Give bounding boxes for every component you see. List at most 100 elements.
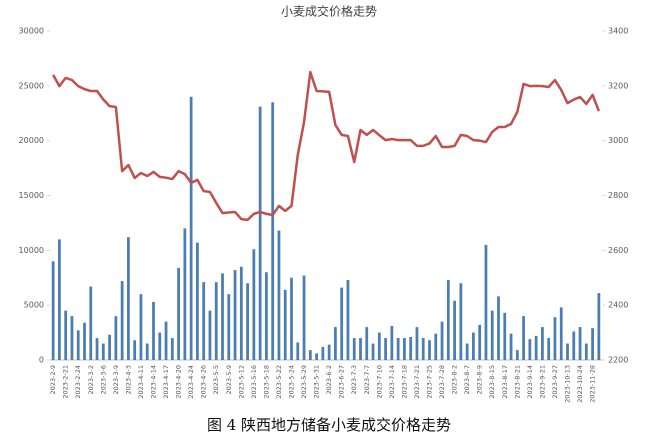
y-tick-label: 20000 [19, 136, 44, 145]
x-tick-label: 2023-5-31 [313, 365, 321, 399]
bar [51, 261, 55, 360]
x-tick-label: 2023-9-21 [538, 365, 546, 399]
bar [64, 310, 68, 360]
bar [472, 332, 475, 360]
x-tick-label: 2023-8-2 [451, 365, 459, 395]
bar [227, 294, 231, 360]
bar [421, 338, 425, 360]
bar [453, 300, 456, 360]
bar [145, 343, 149, 360]
bar [497, 296, 500, 360]
x-tick-label: 2023-7-25 [426, 365, 434, 399]
y2-tick-label: 3200 [608, 81, 628, 90]
bar [597, 293, 601, 360]
y-tick-label: 15000 [19, 191, 44, 200]
x-tick-label: 2023-3-6 [99, 365, 107, 395]
bar [271, 102, 275, 361]
bar [566, 343, 569, 360]
bar [76, 330, 80, 360]
y2-tick-label: 2600 [608, 246, 628, 255]
bar [265, 272, 268, 360]
x-tick-label: 2023-7-3 [350, 365, 358, 395]
bar [246, 283, 249, 360]
y-tick-label: 5000 [24, 301, 44, 310]
bar [446, 279, 450, 360]
y2-tick-label: 2200 [608, 356, 628, 365]
bar [308, 350, 312, 360]
x-tick-label: 2023-8-17 [501, 365, 509, 399]
bar [177, 267, 180, 360]
bar [302, 275, 306, 360]
x-tick-label: 2023-5-18 [262, 365, 270, 399]
bar [221, 273, 224, 360]
bar [152, 301, 155, 360]
bar [139, 294, 143, 360]
x-tick-label: 2023-5-9 [225, 365, 233, 395]
bar [478, 324, 482, 360]
bar [522, 316, 525, 360]
y-tick-label: 10000 [19, 246, 44, 255]
x-tick-label: 2023-7-14 [388, 365, 396, 399]
bar [396, 338, 400, 360]
x-tick-label: 2023-5-5 [212, 365, 220, 395]
bar [403, 338, 406, 360]
bar [365, 327, 369, 360]
bar [359, 338, 362, 360]
bar [534, 335, 538, 360]
bar [283, 289, 287, 360]
bar [484, 244, 488, 360]
bar [133, 340, 137, 360]
x-tick-label: 2023-5-16 [250, 365, 258, 399]
bar [541, 327, 544, 360]
x-tick-label: 2023-6-2 [325, 365, 333, 395]
bar [120, 281, 124, 360]
bar [95, 338, 99, 360]
x-tick-label: 2023-7-21 [413, 365, 421, 399]
bar [315, 353, 318, 360]
bar [290, 277, 293, 360]
caption: 图 4 陕西地方储备小麦成交价格走势 [207, 416, 451, 434]
x-tick-label: 2023-8-7 [463, 365, 471, 395]
bar [108, 334, 111, 360]
bar [189, 96, 193, 361]
bar [202, 282, 206, 360]
bar [572, 331, 576, 360]
x-tick-label: 2023-11-28 [589, 365, 597, 403]
bar [321, 346, 325, 360]
x-tick-label: 2023-8-9 [476, 365, 484, 395]
bar [434, 333, 438, 360]
bar [70, 316, 74, 360]
bar [547, 338, 551, 360]
x-tick-label: 2023-5-24 [288, 365, 296, 399]
y-tick-label: 30000 [19, 27, 44, 36]
bar [440, 321, 444, 360]
bar [553, 317, 557, 360]
bar [415, 327, 419, 360]
bar [352, 338, 356, 360]
x-tick-label: 2023-7-7 [363, 365, 371, 395]
bar [509, 333, 513, 360]
bar [591, 328, 594, 360]
y-tick-label: 0 [39, 356, 44, 365]
bar [101, 343, 105, 360]
bar [384, 338, 387, 360]
bar [578, 327, 582, 360]
bar [459, 283, 463, 360]
bar [428, 340, 431, 360]
bar [584, 343, 588, 360]
x-tick-label: 2023-5-22 [275, 365, 283, 399]
y-tick-label: 25000 [19, 81, 44, 90]
x-tick-label: 2023-8-15 [488, 365, 496, 399]
bar [83, 322, 86, 360]
x-tick-label: 2023-4-3 [124, 365, 132, 395]
x-tick-label: 2023-6-27 [338, 365, 346, 399]
bar [58, 239, 61, 360]
bar [239, 266, 243, 360]
x-tick-label: 2023-4-24 [187, 365, 195, 399]
bar [233, 270, 237, 360]
y2-tick-label: 3400 [608, 27, 628, 36]
chart-title: 小麦成交价格走势 [281, 4, 377, 19]
bar [503, 312, 507, 360]
bar [208, 310, 212, 360]
x-tick-label: 2023-9-27 [551, 365, 559, 399]
